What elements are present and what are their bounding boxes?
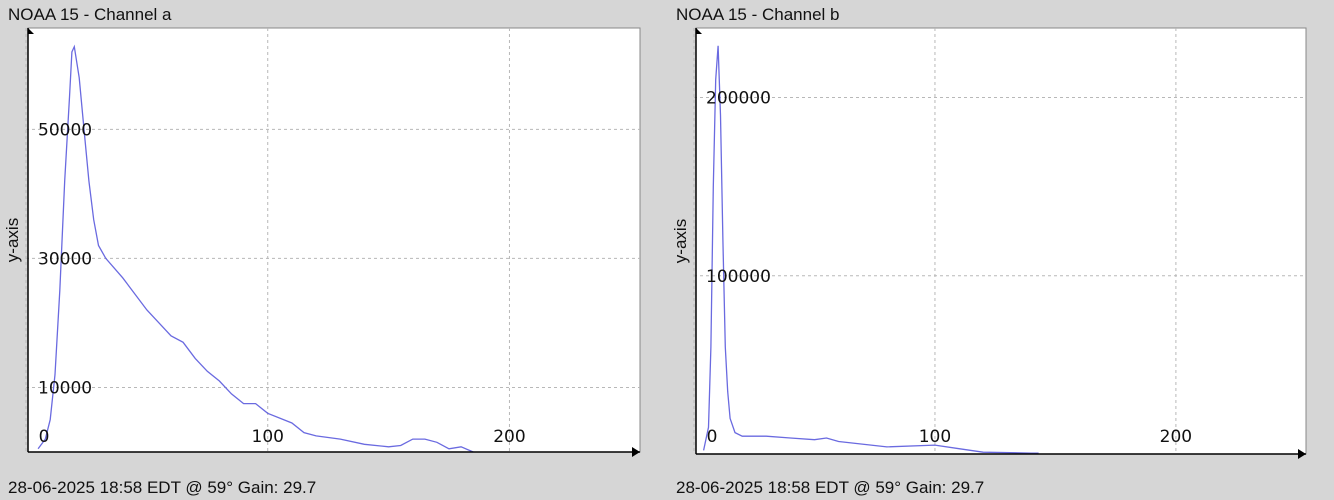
x-tick-label: 200	[1160, 427, 1192, 447]
y-tick-label: 30000	[38, 249, 92, 269]
data-line	[37, 44, 474, 453]
x-axis-arrow	[1298, 449, 1306, 459]
chart-title: NOAA 15 - Channel b	[676, 5, 839, 24]
x-tick-label: 100	[252, 427, 284, 447]
x-axis-arrow	[632, 447, 640, 457]
y-axis-arrow	[28, 28, 34, 34]
y-axis-label: y-axis	[3, 218, 22, 262]
plot-area	[27, 27, 641, 453]
x-tick-label: 0	[39, 427, 50, 447]
footer-status: 28-06-2025 18:58 EDT @ 59° Gain: 29.7	[8, 478, 316, 497]
data-line	[702, 45, 1039, 454]
x-tick-label: 100	[919, 427, 951, 447]
y-tick-label: 50000	[38, 120, 92, 140]
y-tick-label: 10000	[38, 378, 92, 398]
y-tick-label: 200000	[706, 89, 771, 109]
y-axis-arrow	[696, 28, 702, 34]
footer-status: 28-06-2025 18:58 EDT @ 59° Gain: 29.7	[676, 478, 984, 497]
plot-area	[695, 27, 1307, 455]
chart-panel: NOAA 15 - Channel a 0 100 200 10000 30000 5000…	[3, 5, 641, 497]
x-tick-label: 0	[707, 427, 718, 447]
chart-panel: NOAA 15 - Channel b 0 100 200 100000 200000 y-…	[671, 5, 1307, 497]
y-tick-label: 100000	[706, 267, 771, 287]
chart-title: NOAA 15 - Channel a	[8, 5, 172, 24]
x-tick-label: 200	[493, 427, 525, 447]
y-axis-label: y-axis	[671, 219, 690, 263]
